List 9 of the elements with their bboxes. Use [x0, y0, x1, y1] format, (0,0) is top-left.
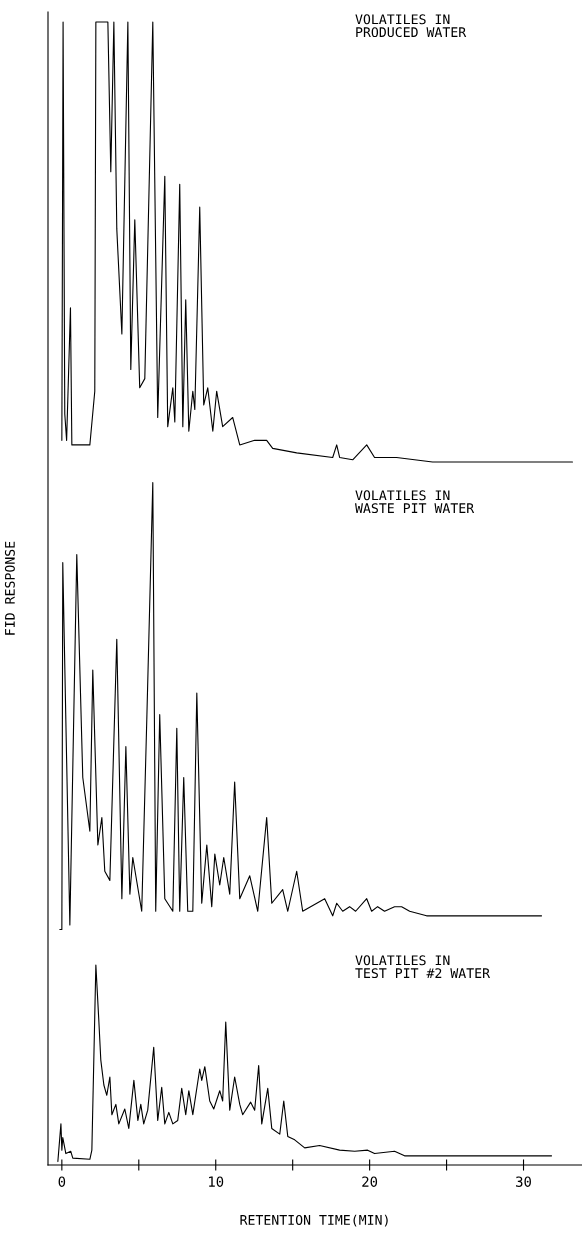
- annotation: VOLATILES IN TEST PIT #2 WATER: [355, 955, 491, 979]
- x-tick-label: 10: [209, 1176, 224, 1187]
- x-axis-title: RETENTION TIME(MIN): [240, 1214, 388, 1227]
- x-tick-label: 20: [362, 1176, 378, 1187]
- x-tick-label: 30: [516, 1176, 531, 1187]
- x-tick-label: 0: [58, 1176, 66, 1187]
- y-axis-title: FID RESPONSE: [4, 541, 15, 635]
- annotation: VOLATILES IN PRODUCED WATER: [355, 14, 467, 38]
- annotation: VOLATILES IN WASTE PIT WATER: [355, 490, 475, 514]
